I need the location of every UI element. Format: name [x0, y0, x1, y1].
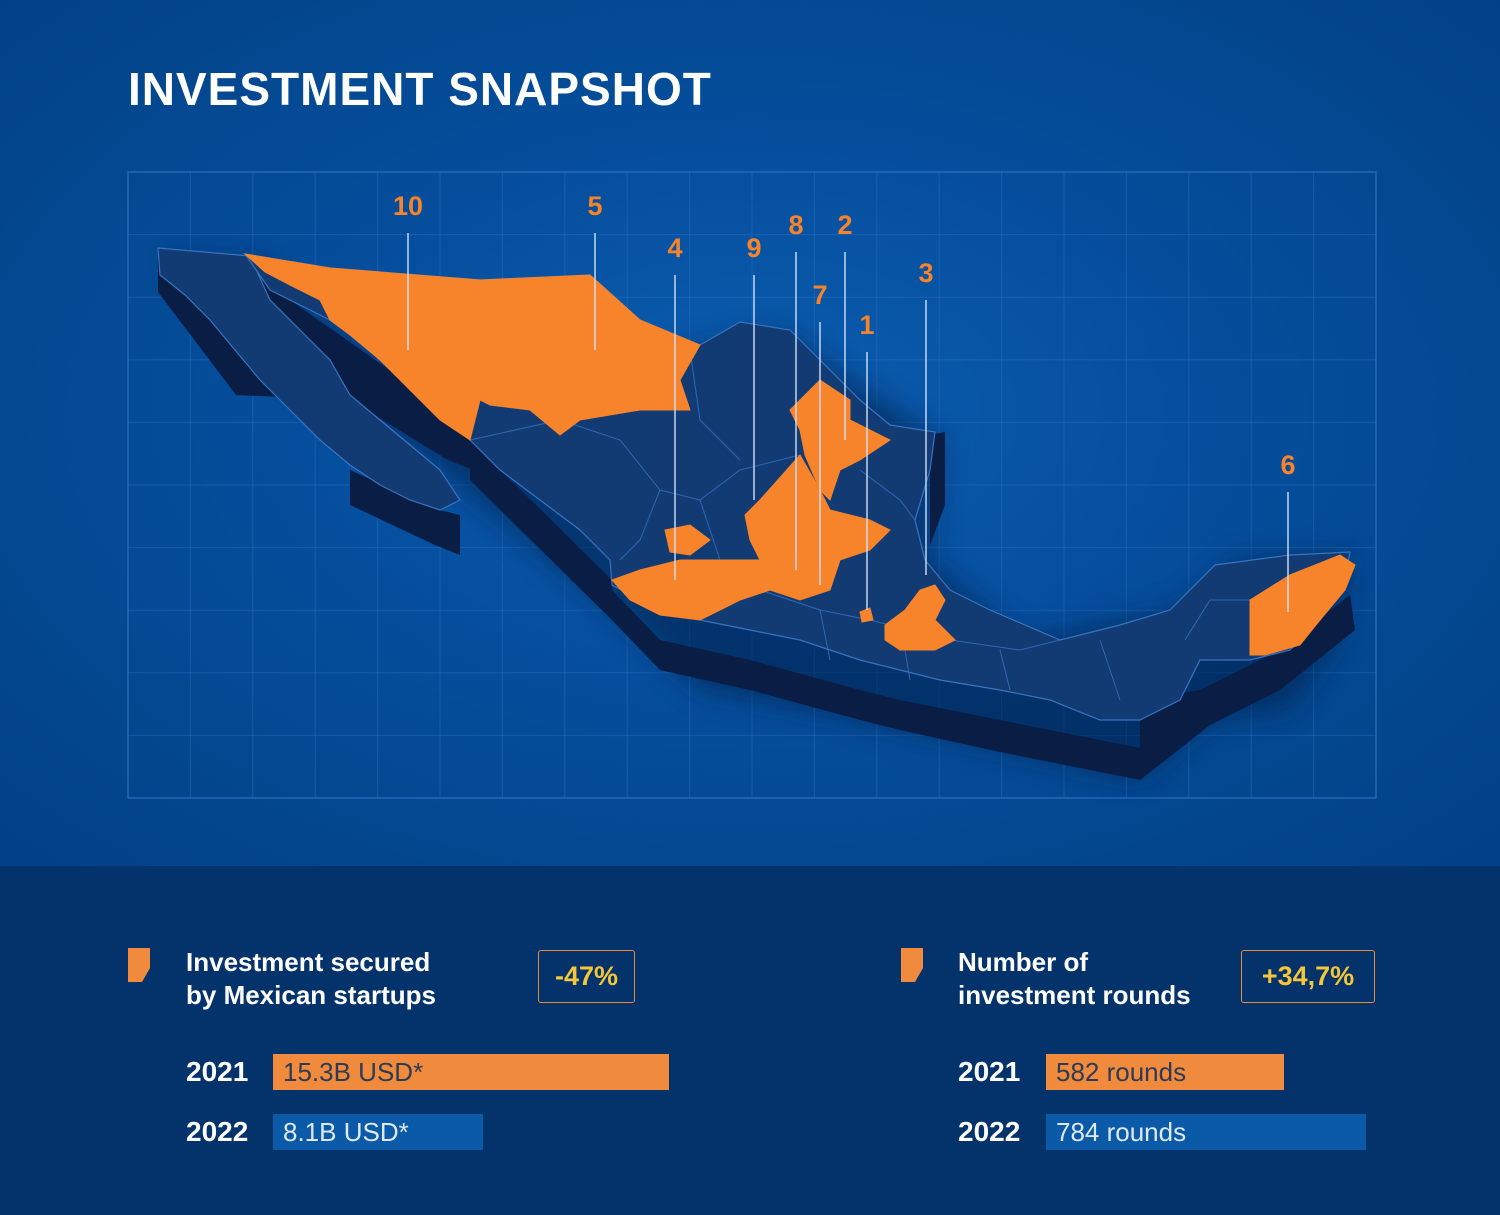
region-label: 8 — [788, 210, 803, 240]
year-label: 2022 — [958, 1116, 1021, 1147]
bar-value-label: 582 rounds — [1056, 1057, 1187, 1087]
metric-label-line: investment rounds — [958, 980, 1191, 1010]
state-region-3 — [884, 584, 956, 651]
region-label: 5 — [587, 191, 602, 221]
orange-flag-icon — [128, 948, 150, 982]
region-label: 7 — [812, 280, 827, 310]
bar-value-label: 784 rounds — [1056, 1117, 1187, 1147]
change-badge-rounds: +34,7% — [1241, 950, 1375, 1003]
region-label: 10 — [393, 191, 423, 221]
state-region-4 — [611, 559, 771, 621]
metric-label-rounds: Number of investment rounds — [958, 946, 1191, 1012]
region-label: 2 — [837, 210, 852, 240]
bar-value-label: 15.3B USD* — [283, 1057, 424, 1087]
state-region-4b — [664, 524, 711, 556]
year-label: 2021 — [186, 1056, 249, 1087]
metric-label-line: Number of — [958, 947, 1088, 977]
bar-2022-investment: 8.1B USD* — [273, 1114, 483, 1150]
metric-label-investment: Investment secured by Mexican startups — [186, 946, 436, 1012]
stats-panel — [0, 866, 1500, 1215]
orange-flag-icon — [901, 948, 923, 982]
bar-value-label: 8.1B USD* — [283, 1117, 409, 1147]
year-label: 2022 — [186, 1116, 249, 1147]
region-label: 4 — [667, 233, 682, 263]
metric-label-line: by Mexican startups — [186, 980, 436, 1010]
page-title: INVESTMENT SNAPSHOT — [128, 63, 712, 115]
map-panel: INVESTMENT SNAPSHOT — [0, 0, 1500, 866]
year-label: 2021 — [958, 1056, 1021, 1087]
bar-2022-rounds: 784 rounds — [1046, 1114, 1366, 1150]
metric-label-line: Investment secured — [186, 947, 431, 977]
bar-2021-investment: 15.3B USD* — [273, 1054, 669, 1090]
bar-2021-rounds: 582 rounds — [1046, 1054, 1284, 1090]
region-label: 9 — [746, 233, 761, 263]
region-label: 6 — [1280, 450, 1295, 480]
state-region-5 — [479, 274, 701, 436]
region-label: 3 — [918, 258, 933, 288]
highlighted-states — [243, 253, 1356, 656]
region-label: 1 — [859, 310, 874, 340]
change-badge-investment: -47% — [538, 950, 635, 1003]
state-region-6 — [1249, 554, 1356, 656]
